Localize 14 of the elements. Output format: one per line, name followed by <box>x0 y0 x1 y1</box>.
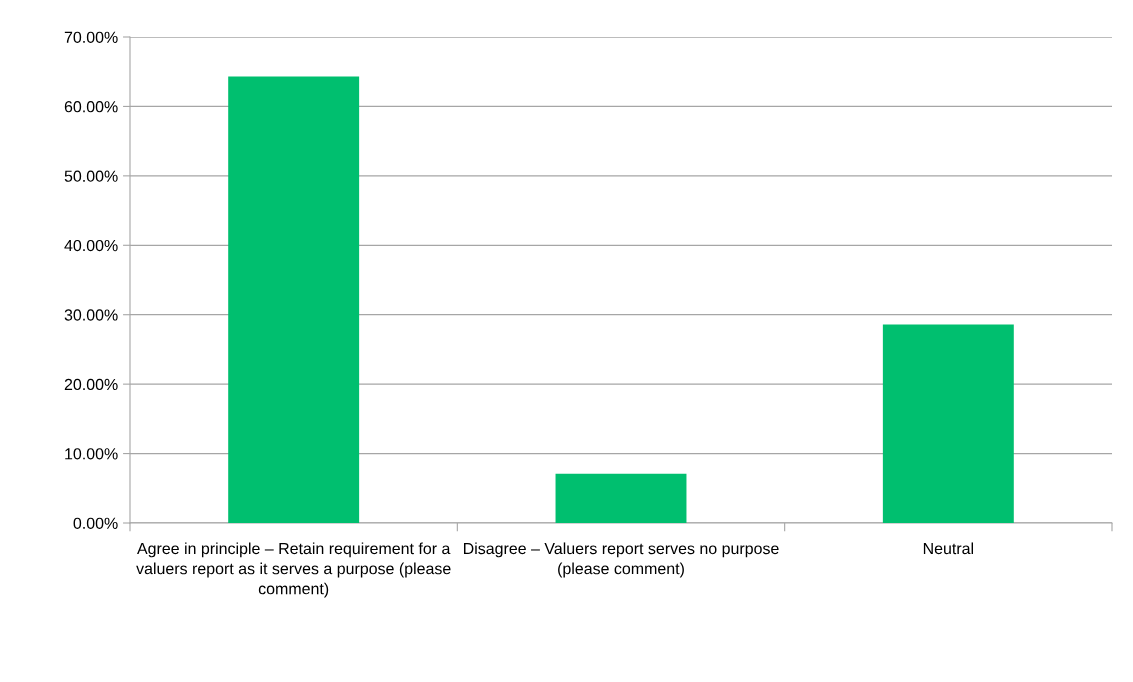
y-tick-label: 20.00% <box>64 378 118 391</box>
bar <box>882 324 1014 523</box>
y-tick-label: 10.00% <box>65 448 118 460</box>
y-tick-label: 0.00% <box>73 517 118 529</box>
x-tick-label: Agree in principle – Retain requirement for a valuers report as it serves a purpose (please comment) <box>136 542 451 598</box>
bar <box>555 473 687 523</box>
x-tick-label: Disagree – Valuers report serves no purpose (please comment) <box>463 542 779 578</box>
y-tick-label: 40.00% <box>64 239 118 252</box>
x-tick-label: Neutral <box>923 542 974 555</box>
y-tick-label: 30.00% <box>64 309 118 321</box>
y-tick-label: 70.00% <box>64 31 118 43</box>
y-tick-label: 60.00% <box>64 101 118 113</box>
y-tick-label: 50.00% <box>64 170 118 182</box>
bar <box>228 76 360 523</box>
